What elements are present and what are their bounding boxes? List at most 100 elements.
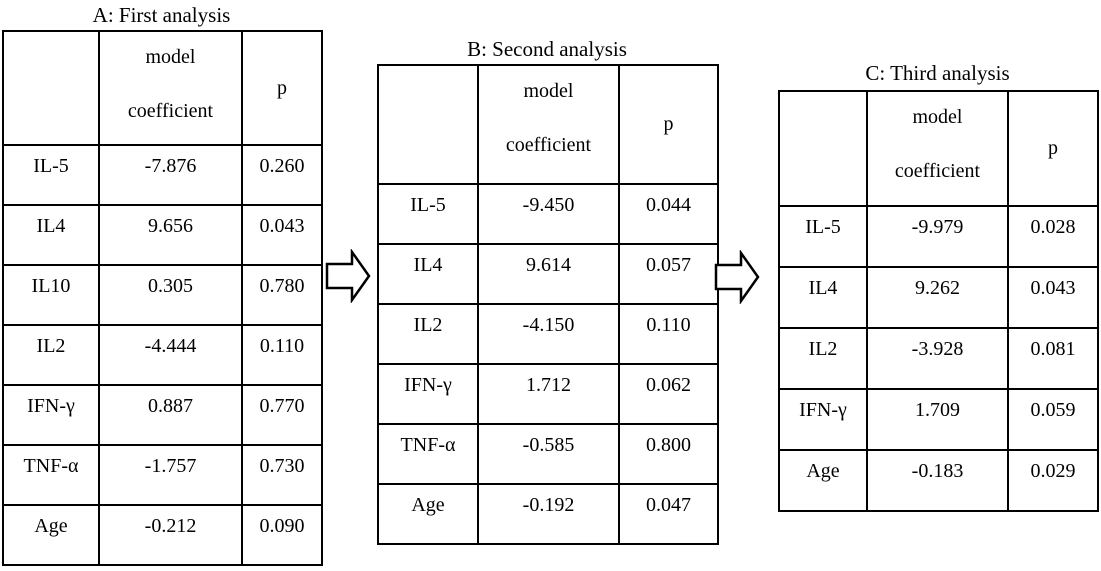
coefficient-value: -1.757: [98, 444, 243, 506]
header-row: model coefficient p: [377, 64, 719, 185]
row-label: IL4: [377, 243, 479, 305]
table-row: IL2 -4.150 0.110: [377, 303, 719, 365]
p-value: 0.062: [618, 363, 719, 425]
table-row: Age -0.212 0.090: [2, 504, 323, 566]
row-label: IL-5: [377, 183, 479, 245]
coefficient-value: 9.656: [98, 204, 243, 266]
row-label: IL2: [377, 303, 479, 365]
table-row: IFN-γ 1.712 0.062: [377, 363, 719, 425]
arrow-b-to-c: [714, 250, 760, 304]
p-value: 0.059: [1007, 388, 1099, 451]
p-value: 0.044: [618, 183, 719, 245]
p-value: 0.043: [1007, 266, 1099, 329]
coefficient-value: 1.709: [866, 388, 1009, 451]
coefficient-value: -0.585: [477, 423, 620, 485]
p-value: 0.110: [241, 324, 323, 386]
table-row: IL-5 -9.450 0.044: [377, 183, 719, 245]
table-row: IL4 9.262 0.043: [778, 266, 1099, 329]
header-row: model coefficient p: [778, 90, 1099, 207]
column-header-model-coefficient: model coefficient: [98, 30, 243, 146]
table-row: TNF-α -0.585 0.800: [377, 423, 719, 485]
row-label: IFN-γ: [2, 384, 100, 446]
p-value: 0.110: [618, 303, 719, 365]
p-value: 0.043: [241, 204, 323, 266]
analysis-block-b: B: Second analysis model coefficient p I…: [377, 37, 719, 545]
table-row: IL-5 -9.979 0.028: [778, 205, 1099, 268]
table-row: IL10 0.305 0.780: [2, 264, 323, 326]
p-value: 0.800: [618, 423, 719, 485]
column-header-model-coefficient: model coefficient: [477, 64, 620, 185]
row-label: IFN-γ: [778, 388, 868, 451]
coefficient-value: -9.979: [866, 205, 1009, 268]
row-label: IL4: [2, 204, 100, 266]
coefficient-value: -0.192: [477, 483, 620, 545]
header-coefficient-line: coefficient: [505, 134, 592, 156]
table-a-title: A: First analysis: [92, 3, 231, 27]
coefficient-value: -9.450: [477, 183, 620, 245]
column-header-p: p: [241, 30, 323, 146]
table-b: model coefficient p IL-5 -9.450 0.044 IL4 9.…: [377, 64, 719, 545]
corner-cell: [2, 30, 100, 146]
coefficient-value: -0.183: [866, 449, 1009, 512]
coefficient-value: 9.614: [477, 243, 620, 305]
p-value: 0.047: [618, 483, 719, 545]
table-row: Age -0.192 0.047: [377, 483, 719, 545]
table-row: Age -0.183 0.029: [778, 449, 1099, 512]
row-label: TNF-α: [377, 423, 479, 485]
coefficient-value: 9.262: [866, 266, 1009, 329]
coefficient-value: 0.305: [98, 264, 243, 326]
right-block-arrow-icon: [714, 250, 760, 304]
p-value: 0.770: [241, 384, 323, 446]
coefficient-value: -7.876: [98, 144, 243, 206]
coefficient-value: 0.887: [98, 384, 243, 446]
analysis-block-c: C: Third analysis model coefficient p IL…: [778, 61, 1099, 512]
corner-cell: [778, 90, 868, 207]
row-label: Age: [778, 449, 868, 512]
row-label: TNF-α: [2, 444, 100, 506]
p-value: 0.057: [618, 243, 719, 305]
row-label: IFN-γ: [377, 363, 479, 425]
column-header-p: p: [1007, 90, 1099, 207]
row-label: IL4: [778, 266, 868, 329]
right-block-arrow-icon: [325, 249, 371, 303]
table-row: IFN-γ 1.709 0.059: [778, 388, 1099, 451]
table-c: model coefficient p IL-5 -9.979 0.028 IL4 9.…: [778, 90, 1099, 512]
row-label: IL10: [2, 264, 100, 326]
table-row: IL-5 -7.876 0.260: [2, 144, 323, 206]
column-header-model-coefficient: model coefficient: [866, 90, 1009, 207]
table-row: IL2 -4.444 0.110: [2, 324, 323, 386]
coefficient-value: -3.928: [866, 327, 1009, 390]
corner-cell: [377, 64, 479, 185]
header-model-line: model: [523, 80, 574, 102]
row-label: IL2: [778, 327, 868, 390]
coefficient-value: -0.212: [98, 504, 243, 566]
row-label: IL2: [2, 324, 100, 386]
analysis-block-a: A: First analysis model coefficient p IL…: [2, 3, 323, 566]
table-row: IFN-γ 0.887 0.770: [2, 384, 323, 446]
table-b-title: B: Second analysis: [467, 37, 627, 61]
p-value: 0.780: [241, 264, 323, 326]
p-value: 0.090: [241, 504, 323, 566]
header-row: model coefficient p: [2, 30, 323, 146]
row-label: Age: [2, 504, 100, 566]
header-model-line: model: [145, 46, 196, 68]
p-value: 0.081: [1007, 327, 1099, 390]
table-row: IL4 9.656 0.043: [2, 204, 323, 266]
row-label: Age: [377, 483, 479, 545]
table-c-title: C: Third analysis: [865, 61, 1010, 85]
table-row: TNF-α -1.757 0.730: [2, 444, 323, 506]
row-label: IL-5: [778, 205, 868, 268]
row-label: IL-5: [2, 144, 100, 206]
coefficient-value: -4.150: [477, 303, 620, 365]
coefficient-value: -4.444: [98, 324, 243, 386]
arrow-a-to-b: [325, 249, 371, 303]
column-header-p: p: [618, 64, 719, 185]
table-a: model coefficient p IL-5 -7.876 0.260 IL4 9.…: [2, 30, 323, 566]
header-coefficient-line: coefficient: [894, 160, 981, 182]
p-value: 0.029: [1007, 449, 1099, 512]
p-value: 0.028: [1007, 205, 1099, 268]
p-value: 0.730: [241, 444, 323, 506]
p-value: 0.260: [241, 144, 323, 206]
coefficient-value: 1.712: [477, 363, 620, 425]
